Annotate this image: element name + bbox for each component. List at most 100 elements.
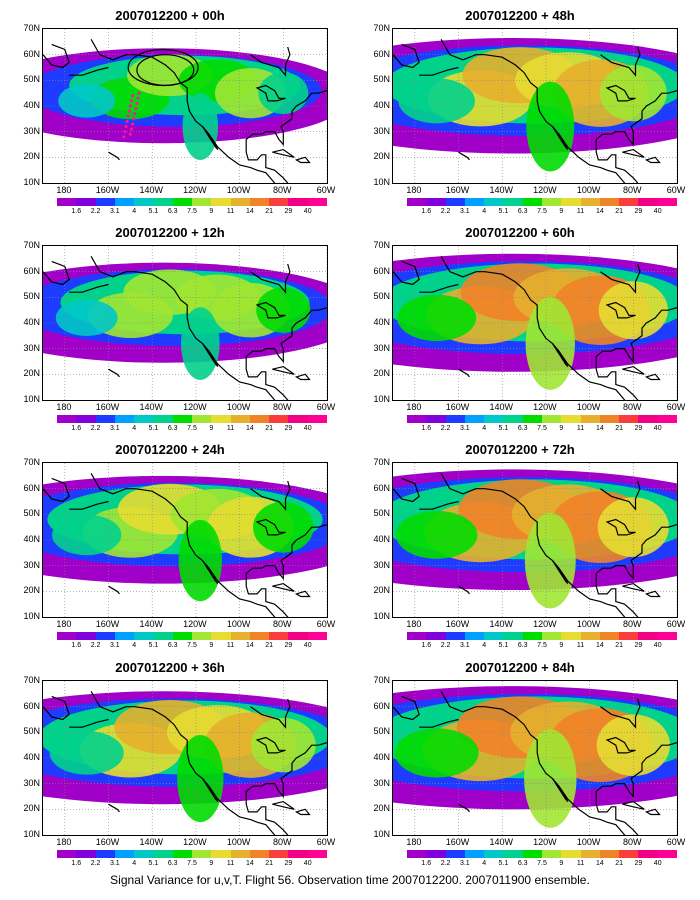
colorbar-swatch [191, 850, 212, 858]
colorbar-label: 29 [634, 425, 643, 432]
longitude-label: 60W [666, 402, 686, 412]
coastline-hawaii [458, 585, 470, 595]
latitude-label: 40N [373, 752, 390, 762]
variance-core [398, 78, 475, 124]
coastline-hawaii [108, 368, 120, 378]
colorbar-swatch [426, 850, 446, 858]
colorbar-label: 5.1 [148, 425, 159, 432]
colorbar-swatch [503, 632, 523, 640]
latitude-label: 30N [23, 777, 40, 788]
observation-point [137, 91, 141, 95]
figure-caption: Signal Variance for u,v,T. Flight 56. Ob… [110, 873, 590, 887]
colorbar-label: 5.1 [148, 642, 159, 649]
colorbar-label: 1.6 [421, 425, 432, 432]
colorbar-swatch [580, 632, 600, 640]
longitude-label: 120W [183, 185, 207, 195]
colorbar-label: 11 [226, 642, 235, 649]
latitude-label: 60N [23, 48, 40, 59]
latitude-label: 50N [23, 74, 40, 85]
colorbar-swatch [580, 415, 600, 423]
panel-title: 2007012200 + 48h [465, 8, 575, 23]
coastline-kamchatka [393, 477, 420, 503]
target-region-outline [136, 54, 195, 87]
colorbar-label: 6.3 [167, 642, 178, 649]
colorbar-label: 14 [595, 208, 604, 215]
colorbar-label: 4 [132, 642, 137, 649]
variance-core [524, 729, 577, 828]
colorbar-swatch [657, 850, 677, 858]
colorbar-label: 14 [245, 208, 254, 215]
colorbar-label: 11 [576, 425, 585, 432]
colorbar-label: 29 [634, 642, 643, 649]
colorbar-swatch [638, 415, 658, 423]
observation-point [133, 112, 137, 116]
latitude-label: 30N [23, 342, 40, 353]
variance-map [392, 245, 678, 401]
colorbar-swatch [445, 415, 465, 423]
colorbar-swatch [288, 850, 308, 858]
colorbar-swatch [484, 415, 504, 423]
colorbar-label: 11 [576, 860, 585, 867]
colorbar-swatch [153, 415, 173, 423]
colorbar-label: 9 [559, 208, 564, 215]
variance-core [599, 65, 667, 122]
latitude-label: 20N [23, 151, 40, 162]
panel-title: 2007012200 + 60h [465, 225, 575, 240]
coastline-hawaii [458, 151, 470, 161]
colorbar-label: 9 [209, 642, 214, 649]
colorbar-label: 6.3 [517, 425, 528, 432]
coastline-aleutians [419, 283, 459, 293]
colorbar-swatch [522, 850, 542, 858]
colorbar-label: 9 [559, 860, 564, 867]
observation-point [128, 132, 132, 136]
map-panel: 2007012200 + 12h 70N 60N 50N 40N 30N 20N 10N 180… [10, 225, 335, 435]
coastline-hispaniola [294, 156, 311, 164]
colorbar-label: 21 [265, 208, 274, 215]
colorbar-swatch [114, 415, 135, 423]
colorbar-swatch [230, 415, 250, 423]
latitude-label: 70N [23, 23, 40, 33]
colorbar-swatch [230, 198, 250, 206]
variance-core [394, 728, 479, 778]
colorbar-swatch [561, 198, 581, 206]
longitude-label: 160W [95, 619, 120, 629]
coastline-greatLakes [605, 84, 636, 102]
longitude-label: 80W [623, 185, 642, 195]
colorbar-label: 11 [576, 642, 585, 649]
coastline-cuba [622, 800, 645, 810]
coastline-aleutians [69, 500, 109, 510]
coastline-hudson [250, 263, 291, 294]
colorbar-label: 21 [615, 425, 624, 432]
colorbar-label: 14 [245, 642, 254, 649]
colorbar-swatch [445, 850, 465, 858]
coastline-kamchatka [43, 43, 70, 69]
colorbar-label: 14 [595, 642, 604, 649]
colorbar-swatch [153, 850, 173, 858]
latitude-label: 10N [23, 611, 40, 621]
coastline-kamchatka [393, 43, 420, 69]
coastline-hispaniola [294, 590, 311, 598]
longitude-label: 140W [489, 837, 513, 847]
colorbar-label: 1.6 [421, 642, 432, 649]
colorbar-swatch [134, 850, 154, 858]
colorbar-label: 1.6 [71, 860, 82, 867]
coastline-kamchatka [393, 260, 420, 286]
longitude-label: 180 [406, 837, 422, 847]
colorbar-swatch [269, 415, 289, 423]
colorbar-swatch [484, 632, 504, 640]
colorbar-swatch [407, 632, 427, 640]
colorbar-swatch [172, 632, 192, 640]
colorbar-label: 14 [245, 425, 254, 432]
colorbar-swatch [638, 198, 658, 206]
variance-map [392, 28, 678, 184]
colorbar-label: 5.1 [148, 860, 159, 867]
colorbar-swatch [211, 415, 231, 423]
colorbar-swatch [638, 850, 658, 858]
longitude-label: 180 [56, 402, 72, 412]
colorbar-label: 9 [209, 208, 214, 215]
longitude-label: 160W [445, 185, 470, 195]
coastline-hawaii [458, 368, 470, 378]
colorbar-swatch [541, 415, 562, 423]
map-panel: 2007012200 + 24h 70N 60N 50N 40N 30N 20N 10N 180… [10, 442, 335, 652]
colorbar-swatch [484, 198, 504, 206]
